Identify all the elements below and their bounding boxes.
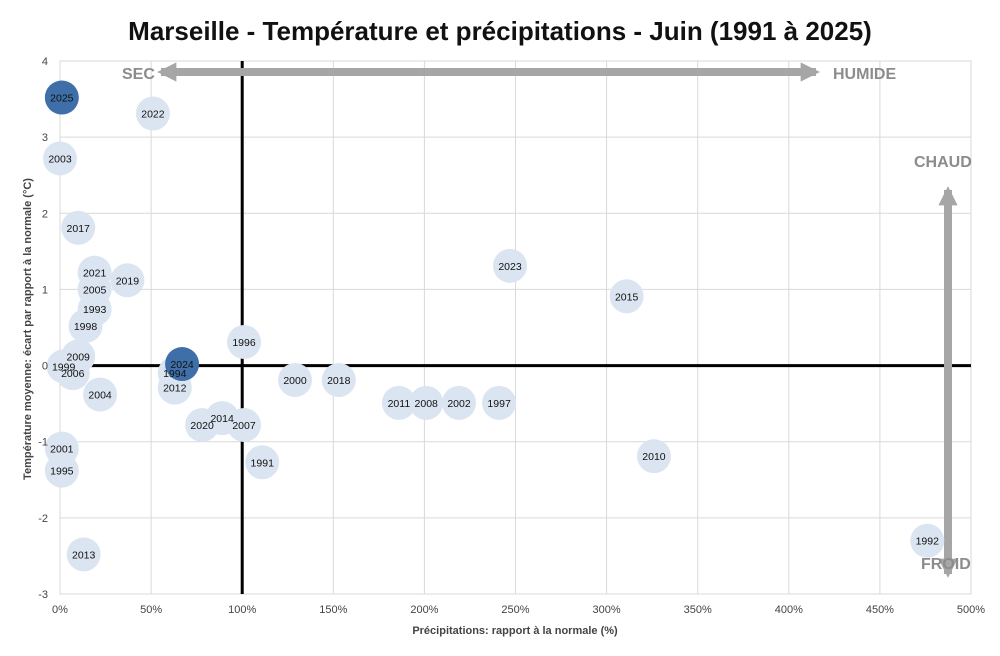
data-point-label: 2017 [67,223,91,235]
data-point-label: 2002 [447,398,471,410]
annotation-wet: HUMIDE [833,66,896,83]
y-tick-label: 1 [42,284,48,296]
data-point-label: 2007 [232,420,256,432]
data-point-label: 2000 [283,375,307,387]
data-point-label: 2010 [642,451,666,463]
points: 2022 2003 2017 2021 2019 2005 1993 1998 20091999… [43,80,945,572]
data-point-label: 2005 [83,284,107,296]
data-point [321,363,356,398]
data-point-label: 2019 [116,275,140,287]
data-point-label: 2024 [170,359,194,371]
data-point [482,385,517,420]
annotation-cold: FROID [921,556,971,573]
data-point-label: 1999 [52,361,76,373]
data-point-label: 1993 [83,304,107,316]
x-tick-label: 100% [228,604,256,616]
data-point [61,210,96,245]
data-point [43,141,77,176]
y-tick-label: 2 [42,208,48,220]
data-point-label: 2015 [615,291,639,303]
x-tick-label: 350% [684,604,712,616]
data-point-label: 1992 [916,536,940,548]
data-point-label: 2004 [88,390,112,402]
data-point [55,356,90,391]
annotation-hot: CHAUD [914,154,972,171]
data-point [227,324,262,359]
data-point-label: 2018 [327,375,351,387]
data-point [66,537,101,572]
data-point-label: 2011 [388,398,411,410]
data-point [493,248,528,283]
data-point [381,385,416,420]
x-tick-label: 500% [957,604,985,616]
data-point-label: 2022 [141,109,165,121]
y-tick-label: -2 [38,513,48,525]
y-tick-label: -1 [38,437,48,449]
x-tick-label: 450% [866,604,894,616]
annotation-dry: SEC [122,66,155,83]
x-tick-label: 250% [501,604,529,616]
data-point-label: 1997 [487,398,511,410]
x-tick-label: 400% [775,604,803,616]
data-point-label: 1994 [163,368,187,380]
data-point-label: 1996 [232,337,256,349]
data-point-label: 1998 [74,321,98,333]
data-point-label: 2025 [50,93,74,105]
data-point [44,80,79,115]
x-tick-label: 200% [410,604,438,616]
data-point-label: 2001 [50,444,74,456]
data-point-label: 2006 [61,368,85,380]
plot-border [59,60,972,595]
grid [59,60,972,595]
x-axis-title: Précipitations: rapport à la normale (%) [412,625,618,637]
y-tick-label: -3 [38,589,48,601]
data-point [68,308,103,343]
data-point [44,453,79,488]
data-point [83,377,118,412]
y-axis-title: Température moyenne: écart par rapport à… [22,178,34,480]
y-tick-label: 4 [42,56,48,68]
x-tick-label: 0% [52,604,68,616]
data-point [910,523,945,558]
x-tick-label: 150% [319,604,347,616]
data-point-label: 2013 [72,549,96,561]
data-point-label: 2021 [83,268,107,280]
data-point-label: 2008 [415,398,439,410]
chart-title: Marseille - Température et précipitation… [128,16,872,46]
data-point-label: 2020 [190,420,214,432]
data-point [135,96,170,131]
y-tick-label: 0 [42,361,48,373]
data-point [185,407,220,442]
y-tick-label: 3 [42,132,48,144]
data-point [409,385,444,420]
data-point [442,385,477,420]
data-point [609,279,644,314]
data-point-label: 2012 [163,383,187,395]
x-tick-label: 50% [140,604,162,616]
data-point [227,407,262,442]
data-point-label: 2009 [67,351,91,363]
direction-arrows [157,62,958,578]
data-point [165,347,200,382]
data-point-label: 1991 [251,457,275,469]
data-point-label: 2014 [210,413,234,425]
data-point [110,263,145,298]
data-point-label: 2023 [498,261,522,273]
data-point [245,445,280,480]
tick-labels: 0% 50% 100% 150% 200% 250% 300% 350% 400% 450% 500… [38,56,985,616]
x-tick-label: 300% [593,604,621,616]
data-point-label: 1995 [50,466,74,478]
data-point [278,363,313,398]
data-point-label: 2003 [48,153,72,165]
data-point [636,439,671,474]
